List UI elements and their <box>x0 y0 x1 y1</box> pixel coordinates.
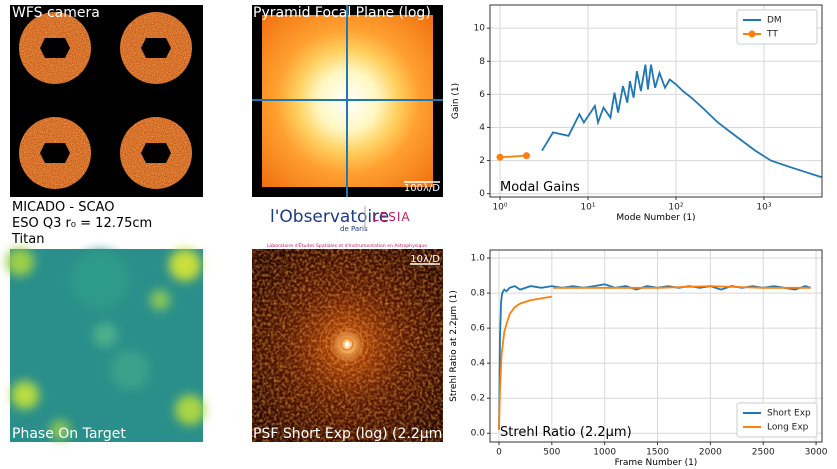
x-tick-label: 10¹ <box>580 203 595 213</box>
series-line <box>541 64 822 178</box>
y-tick-label: 8 <box>479 57 485 67</box>
series-line <box>498 283 812 430</box>
y-tick-label: 0.6 <box>471 324 486 334</box>
legend-box <box>736 402 818 438</box>
x-tick-label: 2000 <box>699 448 722 458</box>
x-tick-label: 10⁰ <box>492 203 507 213</box>
y-tick-label: 0.0 <box>471 429 486 439</box>
pyramid-image <box>252 5 443 197</box>
plot-frame <box>489 4 823 198</box>
info-text: ESO Q3 r₀ = 12.75cm <box>12 216 152 231</box>
y-tick-label: 10 <box>474 24 486 34</box>
logo-name: l'Observatoire <box>270 207 389 227</box>
y-axis-label: Gain (1) <box>451 83 461 119</box>
x-tick-label: 1000 <box>593 448 616 458</box>
psf-image <box>252 249 443 442</box>
logo-lab: LESIA <box>372 210 411 224</box>
legend-marker <box>748 30 756 38</box>
scale-label: 100λ/D <box>404 183 440 194</box>
y-tick-label: 0.2 <box>471 394 485 404</box>
panel-title: WFS camera <box>12 5 100 21</box>
phase-image <box>6 248 205 442</box>
annotation: Strehl Ratio (2.2μm) <box>500 425 632 440</box>
x-axis-label: Frame Number (1) <box>615 458 698 468</box>
x-tick-label: 10³ <box>756 203 771 213</box>
y-tick-label: 0.4 <box>471 359 486 369</box>
point <box>496 153 504 161</box>
x-axis-label: Mode Number (1) <box>616 213 695 223</box>
panel-title: Phase On Target <box>12 426 126 442</box>
legend-label: Long Exp <box>767 423 809 433</box>
y-tick-label: 2 <box>479 156 485 166</box>
y-tick-label: 1.0 <box>471 254 486 264</box>
legend-label: DM <box>767 16 782 26</box>
x-tick-label: 0 <box>496 448 502 458</box>
y-tick-label: 0.8 <box>471 289 486 299</box>
logo-sub: de Paris <box>340 225 368 233</box>
panel-title: PSF Short Exp (log) (2.2μm) <box>253 426 448 442</box>
x-tick-label: 1500 <box>646 448 669 458</box>
x-tick-label: 2500 <box>752 448 775 458</box>
logo: l'Observatoire de Paris LESIA Laboratoir… <box>267 206 427 249</box>
point <box>522 152 530 160</box>
legend-label: Short Exp <box>767 409 811 419</box>
legend-label: TT <box>766 30 778 40</box>
annotation: Modal Gains <box>500 180 580 195</box>
series-line <box>498 285 811 430</box>
y-tick-label: 0 <box>479 189 485 199</box>
info-text: Titan <box>11 232 44 247</box>
plot-frame <box>489 249 823 443</box>
x-tick-label: 10² <box>668 203 683 213</box>
panel-title: Pyramid Focal Plane (log) <box>253 5 431 21</box>
y-tick-label: 4 <box>479 123 485 133</box>
legend-box <box>736 9 818 45</box>
x-tick-label: 3000 <box>805 448 828 458</box>
info-text: MICADO - SCAO <box>12 200 114 215</box>
scale-label: 10λ/D <box>410 254 440 265</box>
y-axis-label: Strehl Ratio at 2.2μm (1) <box>449 290 459 402</box>
logo-caption: Laboratoire d'Études Spatiales et d'Inst… <box>267 241 427 249</box>
y-tick-label: 6 <box>479 90 485 100</box>
series-line <box>499 154 527 159</box>
wfs-image <box>10 5 203 197</box>
x-tick-label: 500 <box>543 448 560 458</box>
